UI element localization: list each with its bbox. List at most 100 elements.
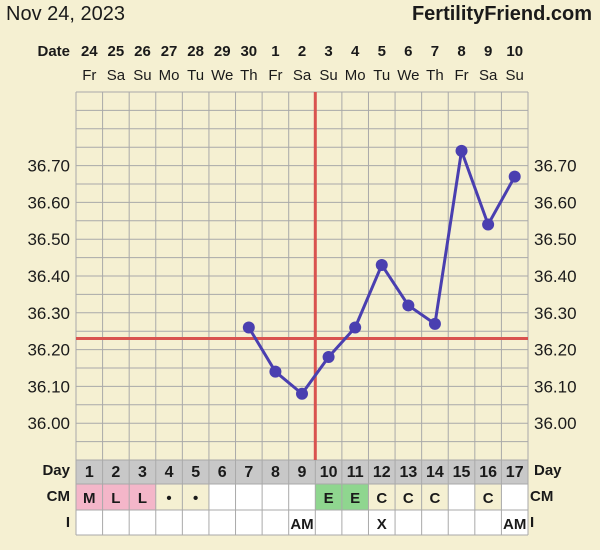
i-cell xyxy=(76,510,103,535)
date-label: 26 xyxy=(134,43,151,60)
cycle-day-label: 4 xyxy=(165,464,174,481)
weekday-label: Mo xyxy=(345,67,366,84)
date-label: 8 xyxy=(457,43,465,60)
i-cell xyxy=(129,510,156,535)
cm-row-label-right: CM xyxy=(530,488,553,505)
cycle-day-label: 17 xyxy=(506,464,524,481)
cm-cell xyxy=(235,484,263,510)
y-tick-label-right: 36.30 xyxy=(534,304,577,323)
cm-row-label: CM xyxy=(47,488,70,505)
cm-cell xyxy=(315,484,342,510)
cm-cell xyxy=(474,484,502,510)
cm-value: L xyxy=(138,490,147,507)
cm-cell xyxy=(395,484,422,510)
date-row-label: Date xyxy=(37,43,70,60)
i-row-label-right: I xyxy=(530,514,534,531)
y-tick-label: 36.20 xyxy=(27,341,70,360)
weekday-label: Th xyxy=(240,67,258,84)
cm-value: C xyxy=(483,490,494,507)
y-tick-label: 36.60 xyxy=(27,193,70,212)
date-label: 28 xyxy=(187,43,204,60)
cycle-day-label: 5 xyxy=(191,464,200,481)
site-link[interactable]: FertilityFriend.com xyxy=(412,3,592,25)
cm-cell xyxy=(288,484,316,510)
date-label: 9 xyxy=(484,43,492,60)
y-tick-label: 36.40 xyxy=(27,267,70,286)
i-cell xyxy=(395,510,422,535)
weekday-label: Sa xyxy=(293,67,312,84)
i-cell xyxy=(501,510,528,535)
i-cell xyxy=(155,510,183,535)
cycle-day-label: 1 xyxy=(85,464,94,481)
date-label: 5 xyxy=(378,43,386,60)
cycle-day-label: 15 xyxy=(453,464,471,481)
cm-value: • xyxy=(166,490,171,507)
cycle-day-label: 11 xyxy=(347,464,364,481)
weekday-label: Th xyxy=(426,67,444,84)
i-cell xyxy=(315,510,342,535)
temperature-point xyxy=(455,144,468,157)
cycle-day-label: 7 xyxy=(244,464,253,481)
cm-cell xyxy=(76,484,103,510)
y-tick-label: 36.10 xyxy=(27,377,70,396)
cm-cell xyxy=(368,484,396,510)
i-cell xyxy=(421,510,449,535)
cm-value: C xyxy=(430,490,441,507)
date-label: 3 xyxy=(324,43,332,60)
i-cell xyxy=(262,510,289,535)
date-label: 29 xyxy=(214,43,231,60)
temperature-point xyxy=(482,218,495,231)
y-tick-label-right: 36.10 xyxy=(534,377,577,396)
intercourse-value: AM xyxy=(290,516,313,533)
weekday-label: Fr xyxy=(268,67,282,84)
temperature-point xyxy=(322,350,335,363)
cycle-day-label: 16 xyxy=(479,464,497,481)
i-cell xyxy=(448,510,475,535)
weekday-label: Su xyxy=(506,67,524,84)
cm-value: C xyxy=(403,490,414,507)
header-date: Nov 24, 2023 xyxy=(6,3,125,25)
date-label: 25 xyxy=(108,43,125,60)
i-row-label: I xyxy=(66,514,70,531)
temperature-point xyxy=(296,387,308,400)
cm-cell xyxy=(155,484,183,510)
weekday-label: Fr xyxy=(454,67,468,84)
day-row-label: Day xyxy=(42,462,70,479)
cm-cell xyxy=(341,484,369,510)
cm-cell xyxy=(262,484,289,510)
cycle-day-label: 10 xyxy=(320,464,338,481)
cycle-day-label: 3 xyxy=(138,464,147,481)
y-tick-label-right: 36.00 xyxy=(534,414,577,433)
temperature-point xyxy=(508,170,521,183)
date-label: 27 xyxy=(161,43,178,60)
intercourse-value: X xyxy=(377,516,387,533)
cycle-day-label: 14 xyxy=(426,464,444,481)
weekday-label: Sa xyxy=(107,67,126,84)
i-cell xyxy=(208,510,236,535)
cm-value: M xyxy=(83,490,96,507)
date-label: 30 xyxy=(240,43,257,60)
cm-cell xyxy=(182,484,209,510)
i-cell xyxy=(235,510,263,535)
temperature-point xyxy=(349,321,362,334)
y-tick-label: 36.00 xyxy=(27,414,70,433)
cycle-day-label: 9 xyxy=(298,464,307,481)
date-label: 1 xyxy=(271,43,279,60)
cm-value: • xyxy=(193,490,198,507)
temperature-point xyxy=(428,317,441,330)
cycle-day-label: 8 xyxy=(271,464,280,481)
weekday-label: We xyxy=(397,67,419,84)
weekday-label: Tu xyxy=(373,67,390,84)
weekday-label: We xyxy=(211,67,233,84)
weekday-label: Fr xyxy=(82,67,96,84)
y-tick-label-right: 36.50 xyxy=(534,230,577,249)
weekday-label: Tu xyxy=(187,67,204,84)
y-tick-label: 36.30 xyxy=(27,304,70,323)
cm-cell xyxy=(208,484,236,510)
cycle-day-label: 6 xyxy=(218,464,227,481)
cm-cell xyxy=(421,484,449,510)
date-label: 6 xyxy=(404,43,412,60)
cm-value: C xyxy=(376,490,387,507)
cm-value: L xyxy=(111,490,120,507)
